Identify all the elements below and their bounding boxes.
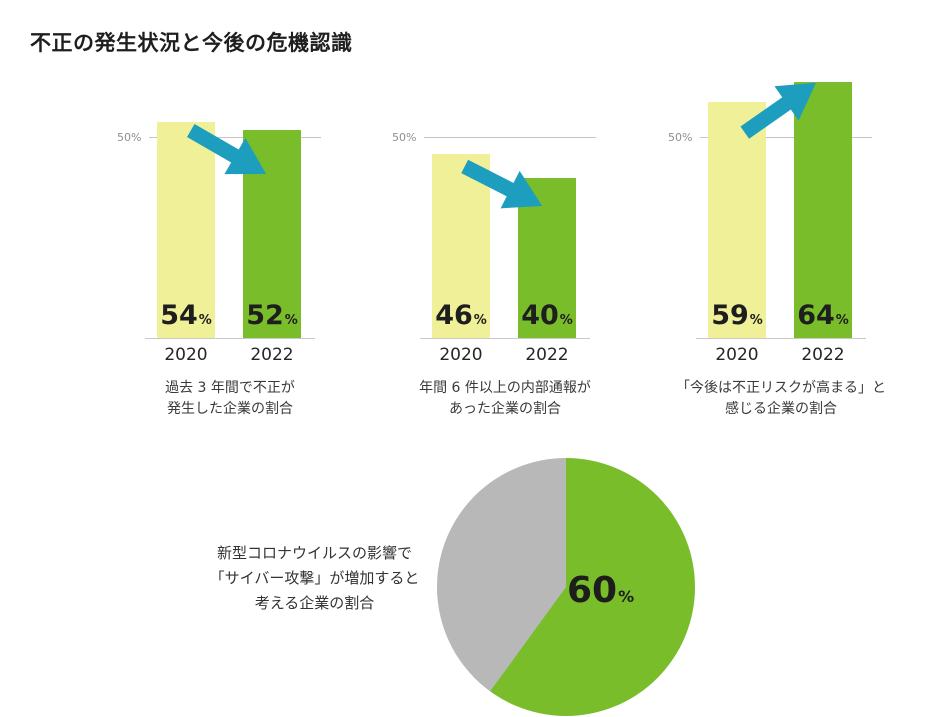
axis-50pct-label: 50%: [117, 131, 142, 144]
gridline-50pct: [424, 137, 596, 138]
x-axis-line: [145, 338, 315, 339]
chart-caption: 「今後は不正リスクが高まる」と 感じる企業の割合: [666, 378, 896, 420]
year-label-2022: 2022: [250, 345, 294, 365]
year-label-2022: 2022: [801, 345, 845, 365]
bar-value-label: 54%: [160, 300, 212, 331]
plot-area: 50% 46% 40%: [390, 68, 620, 339]
bar-chart-internal-reports: 50% 46% 40% 2020 2022 年間 6 件以上の内部通報が あった…: [390, 68, 620, 420]
bar-2022: 52%: [243, 130, 301, 338]
axis-50pct-label: 50%: [668, 131, 693, 144]
gridline-50pct: [149, 137, 321, 138]
bar-value-label: 40%: [521, 300, 573, 331]
bar-2020: 54%: [157, 122, 215, 338]
caption-line: あった企業の割合: [449, 401, 561, 417]
pie-value-label: 60%: [567, 570, 635, 611]
gridline-50pct: [700, 137, 872, 138]
bar-value-label: 59%: [711, 300, 763, 331]
x-axis-line: [420, 338, 590, 339]
caption-line: 「今後は不正リスクが高まる」と: [676, 380, 886, 396]
x-axis-labels: 2020 2022: [115, 338, 345, 370]
trend-arrow-down-icon: [187, 124, 267, 175]
axis-50pct-label: 50%: [392, 131, 417, 144]
x-axis-labels: 2020 2022: [666, 338, 896, 370]
plot-area: 50% 54% 52%: [115, 68, 345, 339]
caption-line: 年間 6 件以上の内部通報が: [419, 380, 591, 396]
bar-2020: 59%: [708, 102, 766, 338]
bar-chart-past-fraud: 50% 54% 52% 2020 2022 過去 3 年間で不正が 発生した企業…: [115, 68, 345, 420]
caption-line: 感じる企業の割合: [725, 401, 837, 417]
caption-line: 過去 3 年間で不正が: [165, 380, 295, 396]
year-label-2022: 2022: [525, 345, 569, 365]
caption-line: 発生した企業の割合: [167, 401, 293, 417]
year-label-2020: 2020: [715, 345, 759, 365]
pie-chart-cyber-attack: 60%: [437, 458, 695, 716]
caption-line: 考える企業の割合: [254, 594, 375, 612]
pie-caption: 新型コロナウイルスの影響で 「サイバー攻撃」が増加すると 考える企業の割合: [197, 541, 432, 616]
bar-2022: 64%: [794, 82, 852, 338]
x-axis-labels: 2020 2022: [390, 338, 620, 370]
bar-value-label: 64%: [797, 300, 849, 331]
bar-2022: 40%: [518, 178, 576, 338]
bar-value-label: 46%: [435, 300, 487, 331]
year-label-2020: 2020: [439, 345, 483, 365]
page-title: 不正の発生状況と今後の危機認識: [30, 31, 353, 55]
chart-caption: 年間 6 件以上の内部通報が あった企業の割合: [390, 378, 620, 420]
x-axis-line: [696, 338, 866, 339]
chart-caption: 過去 3 年間で不正が 発生した企業の割合: [115, 378, 345, 420]
bar-value-label: 52%: [246, 300, 298, 331]
caption-line: 「サイバー攻撃」が増加すると: [209, 569, 420, 587]
year-label-2020: 2020: [164, 345, 208, 365]
trend-arrow-up-icon: [740, 82, 817, 139]
bar-2020: 46%: [432, 154, 490, 338]
trend-arrow-down-icon: [461, 159, 543, 209]
caption-line: 新型コロナウイルスの影響で: [216, 544, 412, 562]
bar-chart-future-risk: 50% 59% 64% 2020 2022 「今後は不正リスクが高まる」と 感じ…: [666, 68, 896, 420]
plot-area: 50% 59% 64%: [666, 68, 896, 339]
